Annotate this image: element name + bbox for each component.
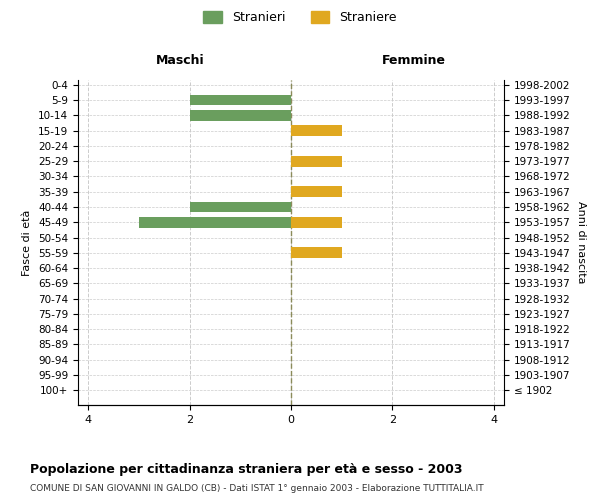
Text: COMUNE DI SAN GIOVANNI IN GALDO (CB) - Dati ISTAT 1° gennaio 2003 - Elaborazione: COMUNE DI SAN GIOVANNI IN GALDO (CB) - D… (30, 484, 484, 493)
Y-axis label: Fasce di età: Fasce di età (22, 210, 32, 276)
Bar (291, 186, 342, 197)
Bar (291, 126, 342, 136)
Bar (291, 217, 342, 228)
Bar (291, 248, 342, 258)
Bar (190, 110, 291, 120)
Bar (139, 217, 291, 228)
Text: Popolazione per cittadinanza straniera per età e sesso - 2003: Popolazione per cittadinanza straniera p… (30, 462, 463, 475)
Bar (291, 156, 342, 166)
Bar (190, 95, 291, 106)
Text: Femmine: Femmine (382, 54, 446, 68)
Text: Maschi: Maschi (155, 54, 205, 68)
Legend: Stranieri, Straniere: Stranieri, Straniere (198, 6, 402, 29)
Bar (190, 202, 291, 212)
Y-axis label: Anni di nascita: Anni di nascita (576, 201, 586, 284)
